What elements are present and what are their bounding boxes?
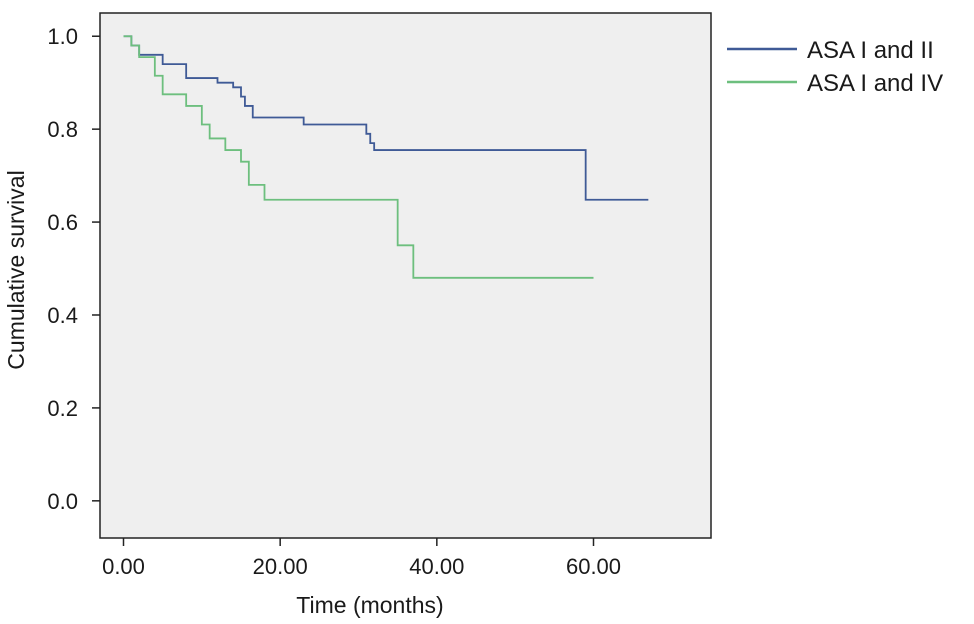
series-line-1 (123, 35, 649, 201)
x-tick-label: 60.00 (566, 554, 621, 579)
y-tick-label: 0.2 (47, 396, 78, 421)
x-tick-label: 20.00 (253, 554, 308, 579)
series-layer (123, 35, 649, 279)
plot-area (99, 12, 712, 539)
x-axis-title: Time (months) (296, 592, 443, 618)
x-axis: 0.00 20.00 40.00 60.00 (102, 538, 621, 579)
y-tick-label: 0.6 (47, 210, 78, 235)
legend: ASA I and II ASA I and IV (727, 37, 943, 97)
x-tick-label: 40.00 (409, 554, 464, 579)
y-tick-label: 0.4 (47, 303, 78, 328)
x-tick-label: 0.00 (102, 554, 145, 579)
legend-label-2: ASA I and IV (807, 70, 943, 97)
legend-label-1: ASA I and II (807, 37, 934, 64)
y-tick-label: 1.0 (47, 24, 78, 49)
y-tick-label: 0.0 (47, 489, 78, 514)
y-axis-title: Cumulative survival (3, 170, 29, 369)
series-line-2 (123, 35, 594, 279)
y-axis: 0.0 0.2 0.4 0.6 0.8 1.0 (47, 24, 100, 514)
y-tick-label: 0.8 (47, 117, 78, 142)
